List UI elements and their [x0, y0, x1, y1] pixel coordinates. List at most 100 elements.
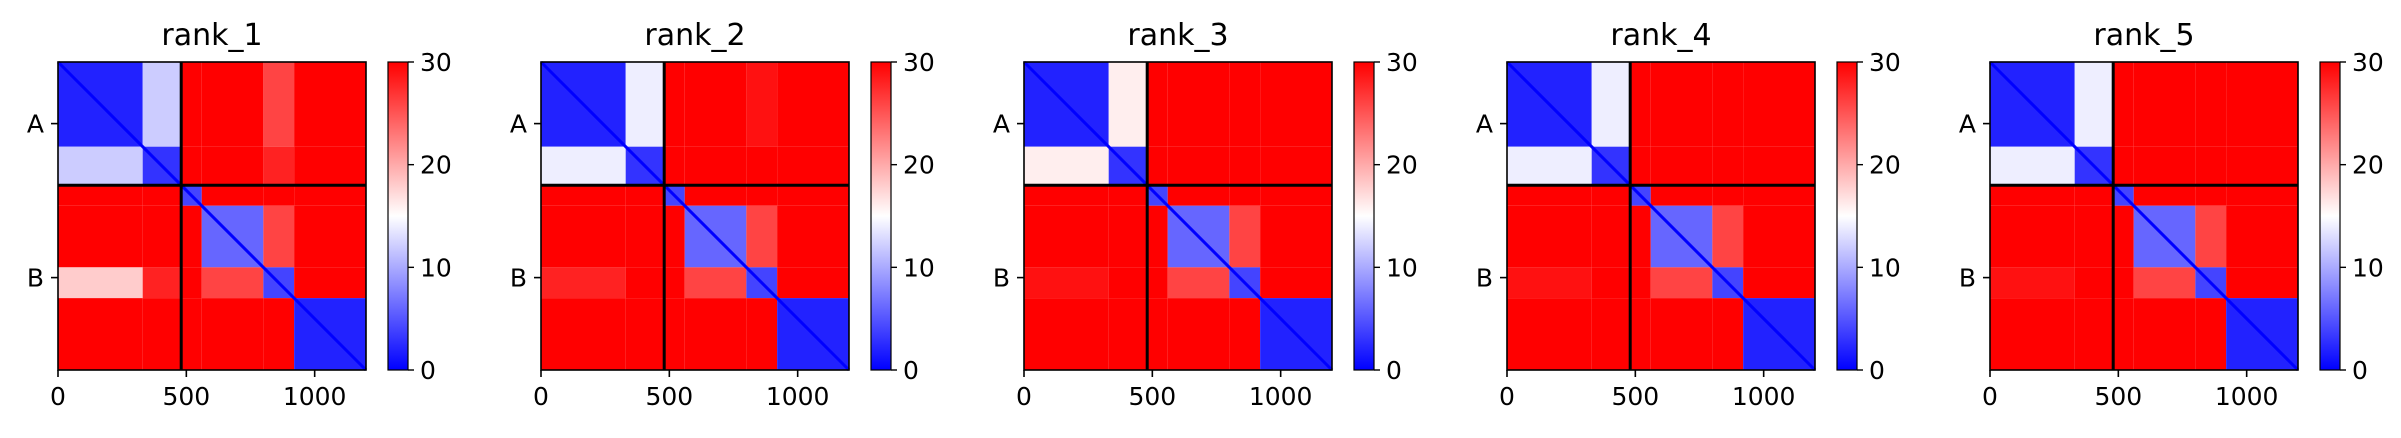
heatmap-cell-5-3 — [2133, 298, 2196, 370]
x-tick-label: 1000 — [766, 382, 830, 411]
colorbar-tick-label: 20 — [903, 151, 935, 180]
heatmap-cell-4-2 — [2113, 267, 2134, 299]
heatmap — [541, 62, 849, 370]
heatmap-cell-3-1 — [2074, 205, 2114, 268]
colorbar — [870, 61, 892, 371]
heatmap-cell-4-1 — [1108, 267, 1148, 299]
heatmap-cell-3-2 — [1630, 205, 1651, 268]
colorbar-tick-label: 30 — [1386, 48, 1418, 77]
chain-label-A: A — [27, 110, 44, 139]
heatmap-cell-0-4 — [263, 62, 295, 147]
colorbar-tick-label: 30 — [903, 48, 935, 77]
heatmap-cell-2-4 — [263, 185, 295, 206]
colorbar-tick-label: 0 — [1869, 356, 1885, 385]
x-tick-label: 500 — [1611, 382, 1659, 411]
heatmap-cell-2-5 — [1743, 185, 1815, 206]
x-tick-label: 1000 — [283, 382, 347, 411]
colorbar — [2319, 61, 2341, 371]
colorbar-tick-label: 20 — [1386, 151, 1418, 180]
x-tick-label: 0 — [1016, 382, 1032, 411]
heatmap-cell-5-3 — [684, 298, 747, 370]
heatmap-cell-2-0 — [1024, 185, 1109, 206]
heatmap-cell-0-5 — [1743, 62, 1815, 147]
x-tick-label: 0 — [1499, 382, 1515, 411]
heatmap-cell-3-5 — [2226, 205, 2298, 268]
heatmap-cell-4-1 — [142, 267, 182, 299]
heatmap-cell-1-2 — [664, 146, 685, 186]
heatmap-cell-5-2 — [1147, 298, 1168, 370]
chain-label-A: A — [1959, 110, 1976, 139]
heatmap-cell-1-5 — [294, 146, 366, 186]
heatmap-cell-0-5 — [294, 62, 366, 147]
panel-1: rank_1 0 500 1000 A B 0 10 20 30 — [27, 18, 452, 411]
x-tick-label: 500 — [162, 382, 210, 411]
colorbar-tick-label: 30 — [1869, 48, 1901, 77]
heatmap-cell-0-3 — [201, 62, 264, 147]
x-tick-label: 1000 — [1249, 382, 1313, 411]
heatmap-cell-2-4 — [1712, 185, 1744, 206]
plot-frame — [57, 61, 367, 371]
x-tick-label: 0 — [50, 382, 66, 411]
colorbar-tick-label: 10 — [420, 253, 452, 282]
diagonal-line — [1988, 60, 2300, 372]
heatmap-cell-5-0 — [1990, 298, 2075, 370]
chain-label-A: A — [1476, 110, 1493, 139]
heatmap-cell-2-1 — [625, 185, 665, 206]
x-tick-label: 500 — [1128, 382, 1176, 411]
heatmap-cell-0-3 — [2133, 62, 2196, 147]
heatmap-cell-3-0 — [541, 205, 626, 268]
chain-label-B: B — [27, 264, 44, 293]
heatmap-cell-3-1 — [1591, 205, 1631, 268]
heatmap-cell-3-4 — [2195, 205, 2227, 268]
heatmap-cell-5-1 — [2074, 298, 2114, 370]
heatmap-cell-4-2 — [181, 267, 202, 299]
heatmap-cell-4-3 — [1167, 267, 1230, 299]
chart-title: rank_2 — [644, 18, 745, 53]
heatmap-cell-3-5 — [1743, 205, 1815, 268]
heatmap-cell-2-0 — [1990, 185, 2075, 206]
heatmap-cell-3-1 — [625, 205, 665, 268]
heatmap-cell-4-2 — [1630, 267, 1651, 299]
heatmap-cell-5-4 — [263, 298, 295, 370]
diagonal-line — [56, 60, 368, 372]
colorbar-tick-label: 20 — [1869, 151, 1901, 180]
heatmap-cell-3-4 — [263, 205, 295, 268]
heatmap-cell-1-5 — [777, 146, 849, 186]
heatmap-cell-4-5 — [294, 267, 366, 299]
colorbar-tick-label: 20 — [420, 151, 452, 180]
heatmap-cell-0-1 — [2074, 62, 2114, 147]
heatmap-cell-2-3 — [684, 185, 747, 206]
plot-frame — [1023, 61, 1333, 371]
x-tick-label: 0 — [1982, 382, 1998, 411]
heatmap-cell-2-5 — [777, 185, 849, 206]
colorbar-tick-label: 0 — [903, 356, 919, 385]
heatmap-cell-5-2 — [664, 298, 685, 370]
plot-frame — [540, 61, 850, 371]
heatmap-cell-3-2 — [664, 205, 685, 268]
heatmap-cell-2-1 — [1591, 185, 1631, 206]
heatmap-cell-1-2 — [1147, 146, 1168, 186]
heatmap-cell-4-0 — [1990, 267, 2075, 299]
heatmap-cell-3-2 — [1147, 205, 1168, 268]
heatmap-cell-1-3 — [1167, 146, 1230, 186]
chart-title: rank_4 — [1610, 18, 1711, 53]
heatmap — [58, 62, 366, 370]
x-tick-label: 0 — [533, 382, 549, 411]
heatmap-cell-1-0 — [541, 146, 626, 186]
chain-label-B: B — [1476, 264, 1493, 293]
heatmap-cell-5-1 — [1591, 298, 1631, 370]
heatmap-cell-5-1 — [142, 298, 182, 370]
heatmap-cell-0-1 — [142, 62, 182, 147]
heatmap-cell-0-3 — [1650, 62, 1713, 147]
heatmap-cell-2-3 — [1650, 185, 1713, 206]
heatmap-cell-5-0 — [1507, 298, 1592, 370]
heatmap-cell-3-5 — [777, 205, 849, 268]
heatmap-cell-0-1 — [1108, 62, 1148, 147]
heatmap-cell-3-4 — [1229, 205, 1261, 268]
heatmap-cell-2-0 — [58, 185, 143, 206]
heatmap-cell-0-2 — [2113, 62, 2134, 147]
heatmap-cell-2-1 — [142, 185, 182, 206]
heatmap-cell-1-5 — [1260, 146, 1332, 186]
heatmap-cell-2-5 — [2226, 185, 2298, 206]
